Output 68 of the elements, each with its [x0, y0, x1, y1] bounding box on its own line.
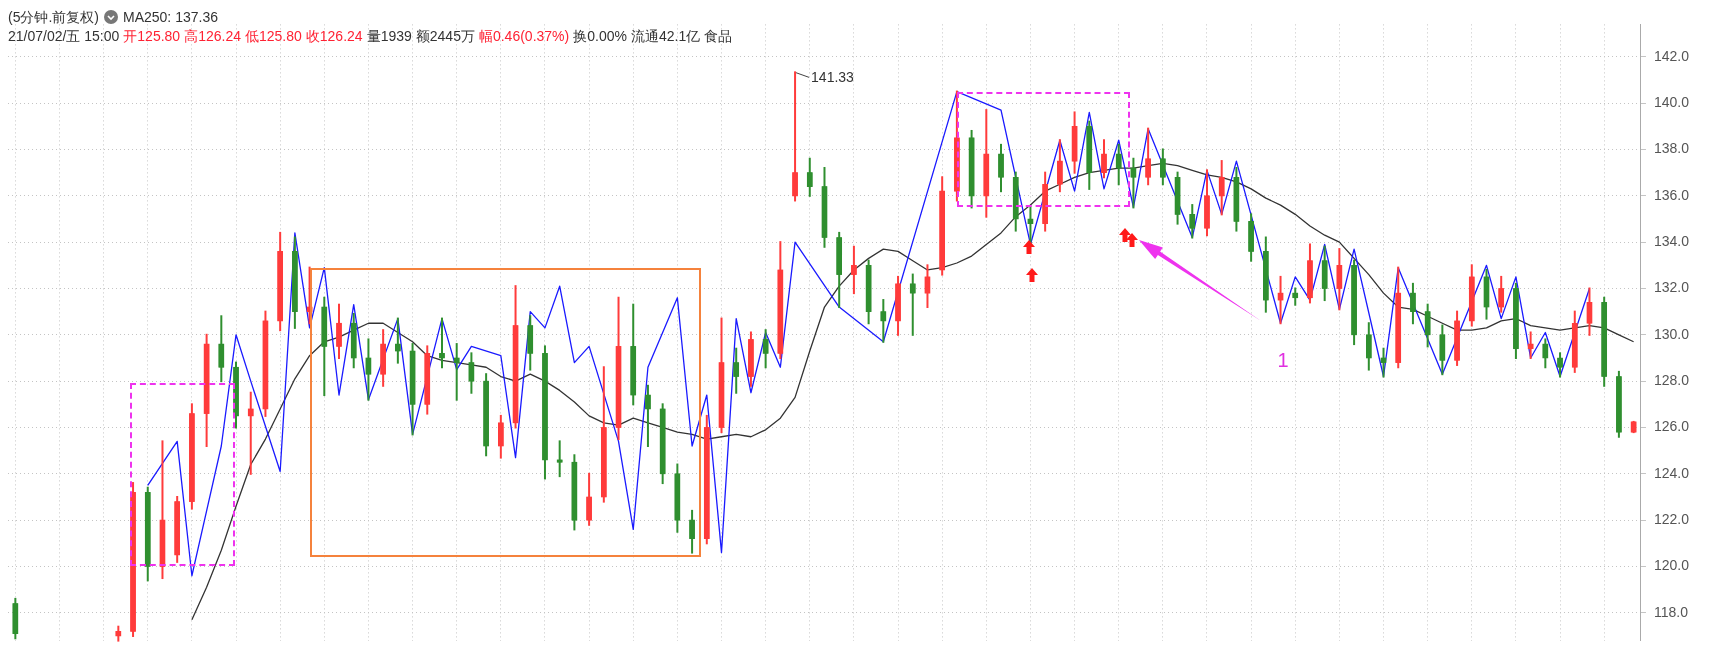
- candlestick: [998, 143, 1004, 193]
- y-tick-label: 126.0: [1653, 418, 1690, 435]
- y-tick-label: 140.0: [1653, 94, 1690, 111]
- candlestick: [1101, 139, 1107, 179]
- y-tick-label: 122.0: [1653, 511, 1690, 527]
- candlestick: [247, 391, 254, 475]
- candlestick: [1145, 127, 1151, 186]
- y-tick-label: 118.0: [1653, 603, 1689, 620]
- candlestick: [439, 317, 445, 369]
- candlestick: [453, 343, 460, 401]
- candlestick: [336, 303, 342, 359]
- candlestick: [1057, 139, 1063, 193]
- y-tick-label: 128.0: [1653, 372, 1690, 389]
- candlestick: [733, 347, 740, 394]
- candlestick: [924, 264, 931, 309]
- annotation: 幅0.46(0.37%): [478, 28, 570, 44]
- candlestick: [1424, 303, 1431, 348]
- candlestick: [1542, 338, 1549, 369]
- candlestick: [1557, 352, 1563, 378]
- candlestick: [1527, 331, 1534, 359]
- candlestick: [1218, 160, 1225, 216]
- y-tick-label: 130.0: [1653, 325, 1690, 342]
- candlestick: [1410, 282, 1416, 325]
- y-tick-label: 120.0: [1653, 557, 1690, 574]
- candlestick: [1160, 148, 1166, 186]
- candlestick: [909, 273, 916, 336]
- annotation: 低125.80: [244, 28, 302, 44]
- y-tick-label: 136.0: [1653, 186, 1690, 203]
- candlestick: [1336, 248, 1343, 311]
- candlestick: [1115, 143, 1122, 186]
- annotation: 食品: [704, 28, 733, 44]
- chart-title: (5分钟.前复权): [8, 9, 99, 25]
- candlestick: [762, 329, 769, 369]
- annotation: 换0.00%: [573, 28, 627, 44]
- annotation: 21/07/02/五 15:00: [8, 28, 120, 44]
- y-tick-label: 138.0: [1653, 140, 1690, 157]
- annotation: MA250: 137.36: [123, 9, 218, 25]
- annotation: 开125.80: [123, 28, 181, 44]
- candlestick: [1586, 287, 1593, 336]
- annotation: 1: [1277, 348, 1289, 372]
- annotation: 量1939: [366, 28, 412, 44]
- annotation: 高126.24: [184, 28, 241, 44]
- y-tick-label: 142.0: [1653, 47, 1690, 64]
- candlestick: [468, 352, 475, 394]
- candlestick: [365, 338, 372, 401]
- candlestick: [586, 472, 592, 526]
- candlestick: [1277, 275, 1284, 325]
- candlestick: [1365, 322, 1372, 371]
- candlestick: [395, 317, 401, 364]
- candlestick: [806, 157, 813, 197]
- annotation: 141.33: [811, 69, 855, 86]
- candlestick: [851, 245, 857, 295]
- candlestick: [645, 384, 651, 448]
- candlestick: [880, 299, 887, 343]
- candlestick: [1380, 347, 1387, 378]
- y-tick-label: 132.0: [1653, 279, 1690, 296]
- candlestick: [689, 509, 695, 554]
- candlestick: [218, 315, 225, 383]
- y-tick-label: 134.0: [1653, 233, 1690, 250]
- candlestick: [1130, 157, 1137, 209]
- annotation: 流通42.1亿: [630, 28, 701, 44]
- annotation: 额2445万: [415, 28, 475, 44]
- candlestick: [1498, 275, 1505, 313]
- candlestick: [1189, 204, 1196, 239]
- y-tick-label: 124.0: [1653, 464, 1690, 481]
- candlestick: [792, 71, 798, 202]
- candlestick: [498, 414, 504, 459]
- annotation: 收126.24: [305, 28, 363, 44]
